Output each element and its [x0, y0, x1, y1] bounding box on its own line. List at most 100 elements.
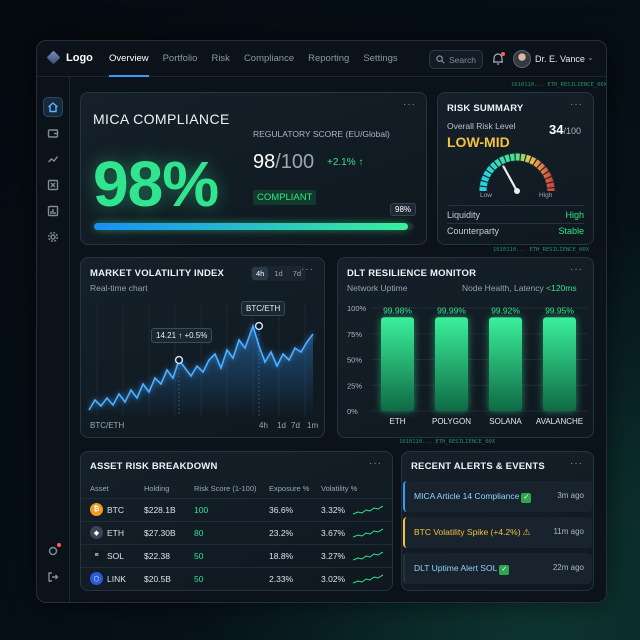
- btc-coin-icon: ₿: [90, 503, 103, 516]
- nav-portfolio[interactable]: Portfolio: [162, 53, 198, 64]
- gauge-needle: [502, 165, 519, 193]
- user-name[interactable]: Dr. E. Vance: [535, 54, 585, 64]
- asset-holding: $20.5B: [144, 574, 171, 584]
- sidebar-item-wallet[interactable]: [43, 123, 63, 143]
- eth-coin-icon: ◆: [90, 526, 103, 539]
- asset-holding: $27.30B: [144, 528, 176, 538]
- sparkline: [353, 551, 383, 561]
- table-row[interactable]: ⬡ LINK $20.5B 50 2.33% 3.02%: [81, 567, 392, 590]
- asset-risk-score: 50: [194, 574, 204, 584]
- alert-time: 3m ago: [557, 491, 584, 500]
- sidebar-item-logout[interactable]: [43, 567, 63, 587]
- y-tick-label: 25%: [347, 381, 362, 390]
- table-row[interactable]: ◆ ETH $27.30B 80 23.2% 3.67%: [81, 521, 392, 544]
- sidebar-item-settings[interactable]: [43, 227, 63, 247]
- asset-name: BTC: [107, 505, 124, 515]
- more-options-icon[interactable]: ···: [570, 99, 583, 110]
- alert-text-label: MICA Article 14 Compliance: [414, 491, 520, 501]
- chevron-down-icon[interactable]: ⌄: [587, 53, 594, 62]
- regulatory-score: 98/100: [253, 151, 314, 174]
- alert-item[interactable]: DLT Uptime Alert SOL ✓ 22m ago: [403, 553, 592, 584]
- footer-range-1d[interactable]: 1d: [277, 421, 286, 430]
- nav-compliance[interactable]: Compliance: [243, 53, 295, 64]
- col-header[interactable]: Exposure %: [269, 484, 310, 493]
- chart-point[interactable]: [254, 321, 264, 331]
- alert-item[interactable]: MICA Article 14 Compliance ✓ 3m ago: [403, 481, 592, 512]
- nav-settings[interactable]: Settings: [363, 53, 398, 64]
- row-value: High: [565, 210, 584, 220]
- nav-risk[interactable]: Risk: [211, 53, 230, 64]
- more-options-icon[interactable]: ···: [570, 458, 583, 469]
- range-4h[interactable]: 4h: [252, 267, 269, 280]
- card-title: RECENT ALERTS & EVENTS: [411, 461, 545, 472]
- sidebar-item-notifications[interactable]: [43, 541, 63, 561]
- node-health-text: Node Health, Latency: [462, 283, 544, 293]
- sidebar-item-reports[interactable]: [43, 201, 63, 221]
- chart-pair-label: BTC/ETH: [90, 421, 125, 430]
- notification-button[interactable]: [491, 52, 505, 66]
- asset-risk-score: 80: [194, 528, 204, 538]
- bar-avalanche[interactable]: [543, 317, 576, 411]
- risk-score-denominator: /100: [563, 126, 581, 136]
- alert-text: MICA Article 14 Compliance ✓: [414, 491, 532, 503]
- search-input[interactable]: Search: [429, 50, 483, 69]
- check-icon: ✓: [521, 493, 532, 503]
- risk-level-label: Overall Risk Level: [447, 121, 516, 131]
- progress-tooltip: 98%: [390, 203, 417, 216]
- alert-text: DLT Uptime Alert SOL ✓: [414, 563, 510, 575]
- sidebar-item-exchange[interactable]: [43, 175, 63, 195]
- risk-level: LOW-MID: [447, 134, 510, 150]
- risk-gauge: [478, 152, 556, 194]
- row-value: Stable: [558, 226, 584, 236]
- notification-gear-icon: [48, 546, 58, 556]
- col-header[interactable]: Risk Score (1-100): [194, 484, 257, 493]
- top-bar: Logo Overview Portfolio Risk Compliance …: [37, 41, 606, 77]
- more-options-icon[interactable]: ···: [369, 458, 382, 469]
- nav-reporting[interactable]: Reporting: [308, 53, 350, 64]
- col-header[interactable]: Volatility %: [321, 484, 358, 493]
- col-header[interactable]: Holding: [144, 484, 170, 493]
- range-7d[interactable]: 7d: [292, 269, 302, 278]
- footer-range-1m[interactable]: 1m: [307, 421, 319, 430]
- sidebar-item-home[interactable]: [43, 97, 63, 117]
- table-row[interactable]: ₿ BTC $228.1B 100 36.6% 3.32%: [81, 498, 392, 521]
- dlt-resilience-card: DLT RESILIENCE MONITOR ··· Network Uptim…: [337, 257, 594, 438]
- footer-range-4h[interactable]: 4h: [259, 421, 268, 430]
- alert-item[interactable]: BTC Volatility Spike (+4.2%) ⚠ 11m ago: [403, 517, 592, 548]
- regulatory-score-label: REGULATORY SCORE (EU/Global): [253, 129, 390, 139]
- notification-dot: [57, 543, 61, 547]
- more-options-icon[interactable]: ···: [301, 264, 314, 275]
- asset-name: SOL: [107, 551, 125, 561]
- market-volatility-card: MARKET VOLATILITY INDEX 4h 1d 7d ··· Rea…: [80, 257, 325, 438]
- chart-point[interactable]: [174, 355, 184, 365]
- bar-polygon[interactable]: [435, 317, 468, 411]
- alert-text-label: BTC Volatility Spike (+4.2%): [414, 527, 521, 537]
- wallet-icon: [47, 129, 59, 138]
- bar-chart-icon: [47, 205, 59, 217]
- bar-solana[interactable]: [489, 317, 522, 411]
- range-1d[interactable]: 1d: [274, 269, 283, 278]
- logo[interactable]: Logo: [46, 50, 93, 65]
- bar-eth[interactable]: [381, 317, 414, 411]
- sidebar-item-trends[interactable]: [43, 149, 63, 169]
- col-header[interactable]: Asset: [90, 484, 109, 493]
- footer-range-7d[interactable]: 7d: [291, 421, 300, 430]
- more-options-icon[interactable]: ···: [403, 99, 416, 110]
- row-label: Liquidity: [447, 210, 481, 220]
- avatar[interactable]: [513, 50, 531, 68]
- more-options-icon[interactable]: ···: [570, 264, 583, 275]
- bar-value-label: 99.98%: [383, 305, 412, 315]
- main-nav: Overview Portfolio Risk Compliance Repor…: [109, 41, 412, 77]
- asset-holding: $228.1B: [144, 505, 176, 515]
- alert-time: 22m ago: [552, 563, 584, 572]
- row-label: Counterparty: [447, 226, 500, 236]
- logout-icon: [48, 572, 59, 582]
- table-row[interactable]: ≡ SOL $22.38 50 18.8% 3.27%: [81, 544, 392, 567]
- risk-row-counterparty: Counterparty Stable: [447, 226, 584, 236]
- y-tick-label: 0%: [347, 407, 358, 416]
- alert-text-label: DLT Uptime Alert SOL: [414, 563, 498, 573]
- nav-overview[interactable]: Overview: [109, 41, 149, 77]
- tooltip-text: BTC/ETH: [246, 304, 281, 313]
- asset-holding: $22.38: [144, 551, 170, 561]
- bar-value-label: 99.99%: [437, 305, 466, 315]
